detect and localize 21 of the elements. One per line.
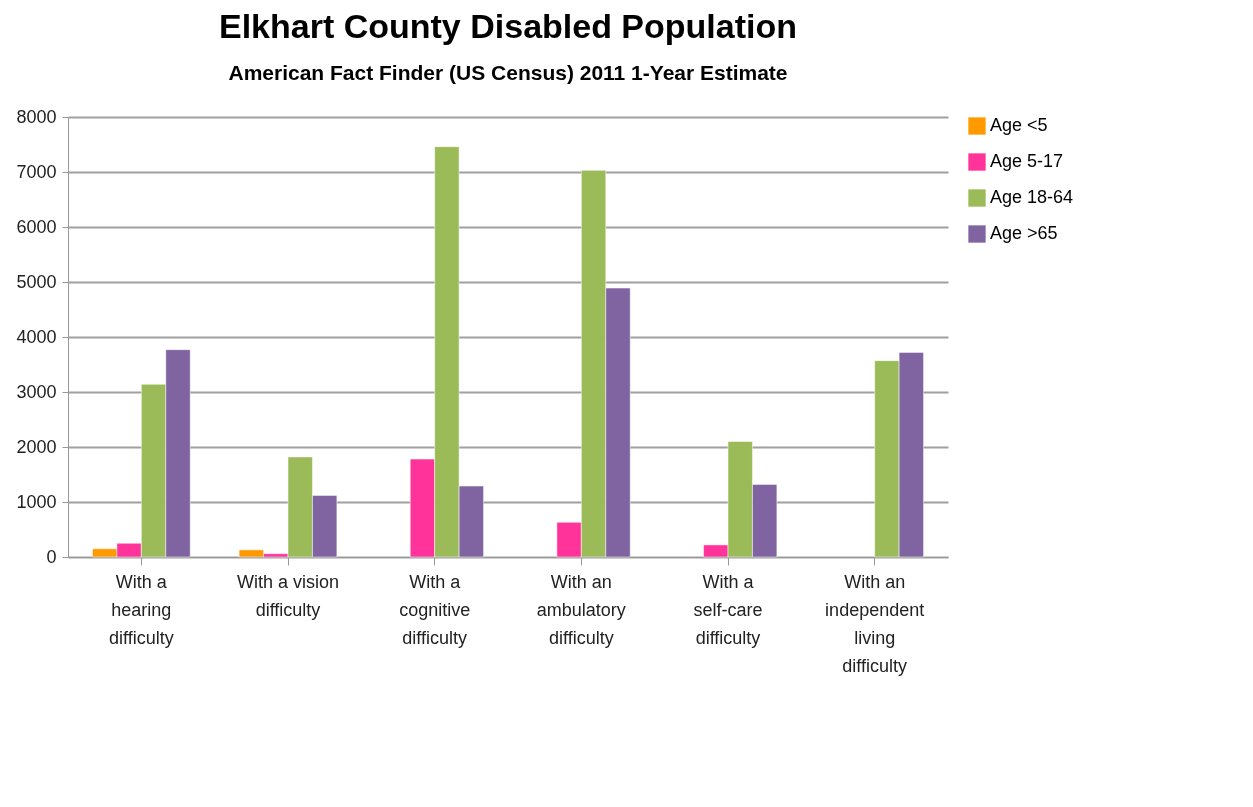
x-tick-label: With an independent living difficulty xyxy=(825,571,925,676)
chart-subtitle: American Fact Finder (US Census) 2011 1-Year Estimate xyxy=(228,61,788,84)
chart-title: Elkhart County Disabled Population xyxy=(218,7,798,45)
legend-label: Age 5-17 xyxy=(990,151,1064,171)
legend-label: Age >65 xyxy=(990,223,1058,243)
y-tick-label: 0 xyxy=(46,546,57,567)
x-tick-label: With a vision difficulty xyxy=(236,571,340,620)
y-tick-label: 7000 xyxy=(16,161,57,182)
y-tick-label: 3000 xyxy=(16,381,57,402)
x-tick-label: With a hearing difficulty xyxy=(108,571,174,648)
y-tick-label: 2000 xyxy=(16,436,57,457)
y-tick-label: 4000 xyxy=(16,326,57,347)
legend-label: Age <5 xyxy=(990,115,1048,135)
y-tick-label: 8000 xyxy=(16,106,57,127)
x-tick-label: With a self-care difficulty xyxy=(693,571,763,648)
x-tick-label: With a cognitive difficulty xyxy=(399,571,471,648)
legend-label: Age 18-64 xyxy=(990,187,1074,207)
x-tick-label: With an ambulatory difficulty xyxy=(536,571,626,648)
y-tick-label: 1000 xyxy=(16,491,57,512)
y-tick-label: 5000 xyxy=(16,271,57,292)
y-tick-label: 6000 xyxy=(16,216,57,237)
